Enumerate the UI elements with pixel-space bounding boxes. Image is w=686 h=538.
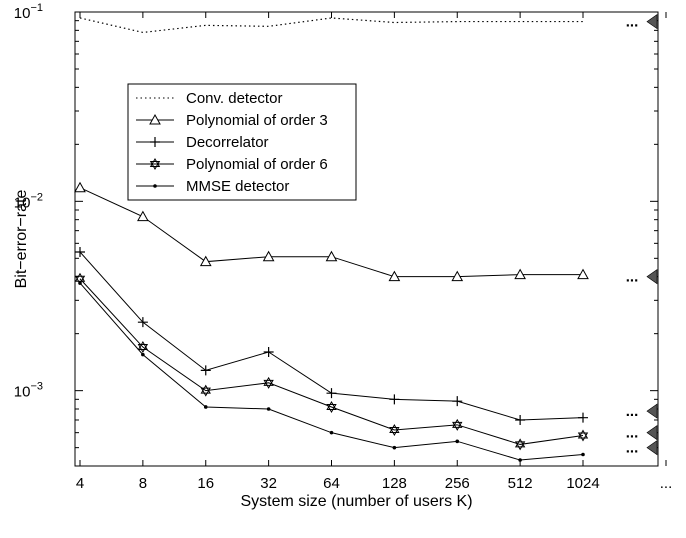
legend-entry: Conv. detector [136,90,282,107]
marker-hexagram [452,418,463,428]
marker-triangle [388,270,401,282]
marker-hexagram [200,384,211,394]
x-tick-label: 1024 [566,475,599,492]
marker-plus [75,246,85,257]
marker-dot [203,405,208,409]
y-tick-label: 10−1 [14,2,43,22]
series-line [79,17,583,34]
marker-hexagram [577,429,589,439]
marker-triangle [514,268,526,280]
legend-entry: Polynomial of order 6 [136,156,328,173]
marker-triangle [137,210,149,222]
x-axis-label: System size (number of users K) [240,493,472,510]
marker-hexagram [263,379,274,389]
y-tick-label: 10−2 [14,191,43,211]
x-tick-label: 512 [508,475,533,492]
y-axis-label: Bit−error−rate [13,190,30,289]
marker-plus [578,412,588,423]
marker-hexagram [149,157,161,167]
limit-ellipsis: ... [626,425,639,442]
marker-hexagram [74,275,86,285]
marker-dot [581,452,585,457]
marker-hexagram [74,272,86,282]
marker-hexagram [389,423,400,433]
marker-plus [389,394,400,405]
marker-triangle [451,270,464,282]
marker-dot [329,430,334,435]
y-tick-label: 10−3 [14,381,43,401]
legend-entry: MMSE detector [136,178,289,195]
marker-triangle [74,181,86,193]
marker-plus [137,317,148,328]
marker-dot [392,445,397,450]
marker-hexagram [263,376,274,386]
series-4 [78,281,585,462]
x-tick-label: 64 [323,475,340,492]
limit-arrow [646,440,658,456]
series-line [79,187,583,278]
marker-plus [150,137,160,147]
marker-dot [141,352,145,357]
marker-hexagram [200,387,211,397]
x-tick-label: 4 [76,475,84,492]
marker-triangle [149,113,161,125]
x-tick-label: 32 [260,475,277,492]
legend-entry: Polynomial of order 3 [136,112,328,129]
limit-ellipsis: ... [626,403,639,420]
marker-plus [200,365,211,376]
marker-hexagram [452,421,463,431]
marker-triangle [325,250,338,262]
x-tick-label: 16 [197,475,214,492]
limit-ellipsis: ... [626,269,639,286]
limit-ellipsis: ... [626,14,639,31]
legend-label: Polynomial of order 3 [186,112,328,129]
marker-hexagram [389,426,400,436]
marker-plus [326,388,337,399]
marker-dot [455,439,460,444]
legend-entry: Decorrelator [136,134,269,151]
plot-frame [74,11,659,467]
marker-triangle [577,268,589,280]
limit-arrow [646,269,658,285]
marker-hexagram [149,161,161,171]
limit-arrow [646,425,658,441]
legend-label: Polynomial of order 6 [186,156,328,173]
series-2 [75,246,588,425]
series-1 [74,181,589,282]
marker-plus [515,414,526,425]
marker-hexagram [514,441,526,451]
limit-ellipsis: ... [626,440,639,457]
limit-arrow [646,14,658,30]
series-3 [74,272,589,451]
marker-dot [518,458,522,462]
marker-plus [263,347,274,358]
limit-arrow [646,403,658,419]
marker-dot [266,407,271,411]
x-tick-label: 128 [382,475,407,492]
marker-hexagram [577,432,589,442]
x-tick-label: 256 [445,475,470,492]
marker-hexagram [326,400,337,410]
marker-triangle [199,255,212,267]
marker-hexagram [514,438,526,448]
marker-hexagram [326,403,337,413]
legend-label: Conv. detector [186,90,282,107]
legend-label: Decorrelator [186,134,269,151]
series-line [79,278,584,445]
x-tick-label: ... [660,475,673,492]
x-tick-label: 8 [139,475,147,492]
marker-dot [78,281,82,285]
legend-label: MMSE detector [186,178,289,195]
marker-plus [452,396,463,407]
marker-dot [153,184,157,188]
marker-triangle [262,250,275,262]
marker-hexagram [137,344,149,354]
series-0 [79,17,583,34]
marker-hexagram [137,341,149,351]
